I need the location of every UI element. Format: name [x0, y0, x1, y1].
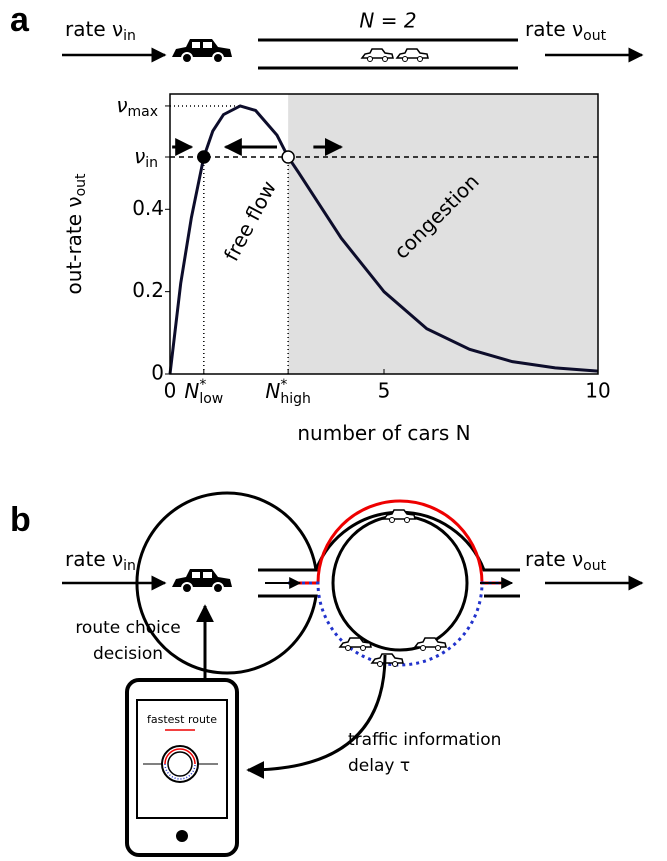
car-icon: [415, 638, 446, 651]
panel-label: a: [10, 1, 30, 39]
car-icon: [362, 49, 393, 62]
x-tick-label: N*high: [265, 377, 311, 407]
inflow-label: rate νin: [65, 17, 136, 45]
x-axis-label: number of cars N: [297, 421, 470, 445]
phone: [127, 680, 237, 855]
decision-label: route choice: [75, 618, 180, 638]
y-tick-label: νmax: [116, 92, 158, 120]
car-icon: [172, 569, 232, 593]
arrow: [248, 655, 385, 770]
x-tick-label-main: N: [265, 379, 280, 403]
info-label: delay τ: [348, 756, 410, 776]
congestion-region: [288, 94, 598, 374]
outflow-label-sub: out: [583, 558, 606, 574]
decision-label: decision: [93, 644, 163, 664]
phone-label: fastest route: [147, 713, 217, 726]
car-icon: [172, 39, 232, 63]
inflow-label-sub: in: [123, 558, 136, 574]
y-axis-label-main: out-rate ν: [62, 196, 86, 294]
y-axis-label-sub: out: [73, 173, 89, 196]
y-tick-label-main: ν: [116, 92, 127, 116]
outflow-label-main: rate ν: [525, 17, 583, 41]
slow-route: [288, 583, 510, 665]
outflow-label-sub: out: [583, 28, 606, 44]
x-tick-label: 10: [585, 379, 610, 403]
y-tick-label: 0.4: [132, 196, 164, 220]
inflow-label-sub: in: [123, 28, 136, 44]
x-tick-label: N*low: [184, 377, 223, 407]
outflow-label: rate νout: [525, 17, 607, 45]
x-tick-label: 5: [378, 379, 391, 403]
car-icon: [397, 49, 428, 62]
outflow-label-main: rate ν: [525, 547, 583, 571]
outflow-label: rate νout: [525, 547, 607, 575]
fixed-point: [198, 151, 210, 163]
x-tick-label-main: N: [184, 379, 199, 403]
panel-label: b: [10, 501, 31, 539]
annotation: free flow: [219, 177, 281, 265]
x-axis-label-main: number of cars N: [297, 421, 470, 445]
y-tick-label: 0.2: [132, 278, 164, 302]
y-axis-label: out-rate νout: [62, 173, 90, 295]
x-tick-label-sub: low: [199, 391, 223, 407]
road-label: N = 2: [359, 9, 416, 33]
y-tick-label: 0: [151, 361, 164, 385]
x-tick-label-sub: high: [280, 391, 311, 407]
x-tick-label: 0: [164, 379, 177, 403]
info-label: traffic information: [348, 730, 501, 750]
y-tick-label-main: ν: [134, 144, 145, 168]
y-tick-label-sub: max: [127, 104, 158, 120]
inflow-label-main: rate ν: [65, 17, 123, 41]
y-tick-label: νin: [134, 144, 158, 172]
fixed-point: [282, 151, 294, 163]
inflow-label: rate νin: [65, 547, 136, 575]
y-tick-label-sub: in: [145, 155, 158, 171]
figure: a b rate νinN = 2rate νout00.20.4νinνmax…: [0, 0, 667, 861]
inflow-label-main: rate ν: [65, 547, 123, 571]
